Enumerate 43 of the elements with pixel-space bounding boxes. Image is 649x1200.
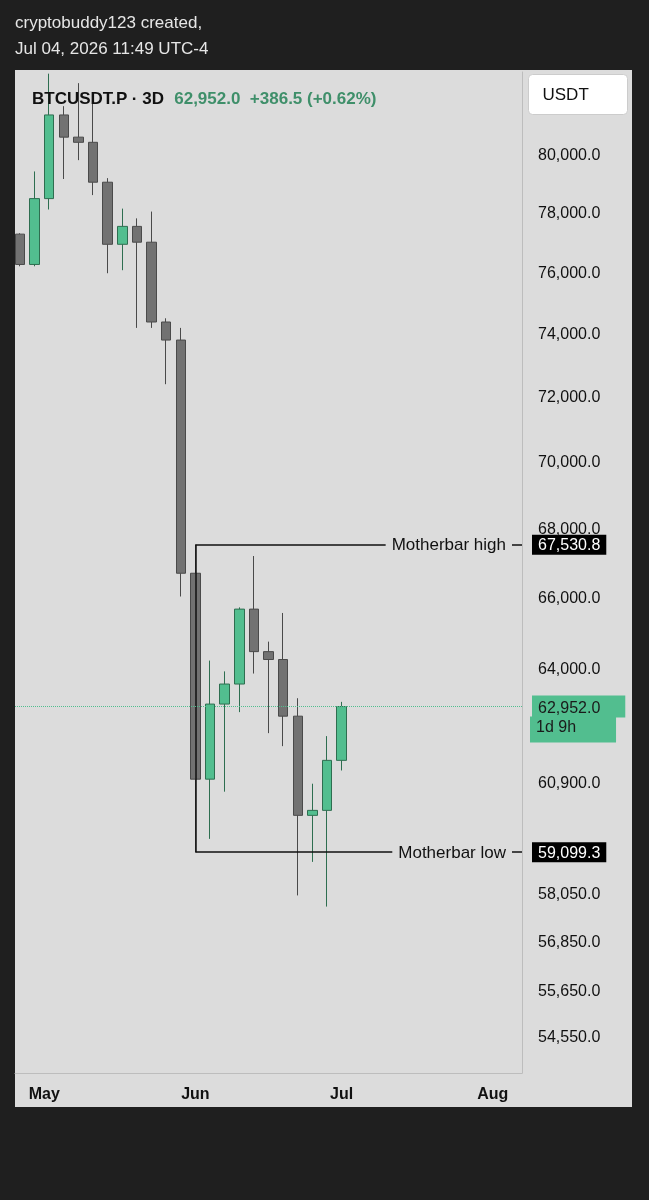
- text: Jul 04, 2026 11:49 UTC-4: [15, 39, 209, 58]
- candlestick: [278, 612, 288, 747]
- candlestick: [146, 211, 157, 329]
- x-tick-label: Jun: [181, 1084, 210, 1102]
- y-tick-label: 72,000.0: [538, 388, 601, 406]
- x-tick-label: Aug: [477, 1084, 509, 1102]
- ref-line-label: 1d 9h: [536, 718, 577, 736]
- y-tick-label: 58,050.0: [538, 884, 601, 902]
- candlestick: [15, 232, 25, 267]
- y-tick-label: 64,000.0: [538, 659, 601, 677]
- text: cryptobuddy123 created,: [15, 13, 203, 32]
- y-tick-label: 67,530.8: [538, 536, 601, 554]
- candlestick: [132, 217, 142, 329]
- candlestick: [117, 208, 128, 271]
- y-tick-label: 70,000.0: [538, 453, 601, 471]
- x-tick-label: May: [28, 1084, 60, 1102]
- candlestick: [322, 735, 332, 908]
- candlestick: [59, 105, 69, 180]
- y-tick-label: 55,650.0: [538, 982, 601, 1000]
- y-tick-label: 62,952.0: [538, 699, 601, 717]
- text: 62,952.0 +386.5 (+0.62%): [174, 88, 377, 108]
- candlestick: [293, 697, 303, 896]
- y-tick-label: 59,099.3: [538, 843, 601, 861]
- candlestick: [161, 317, 171, 385]
- y-tick-label: 68,000.0: [538, 520, 601, 538]
- y-tick-label: 60,900.0: [538, 774, 601, 792]
- y-tick-label: 66,000.0: [538, 589, 601, 607]
- y-tick-label: 78,000.0: [538, 203, 601, 221]
- y-tick-label: 80,000.0: [538, 145, 601, 163]
- y-tick-label: 56,850.0: [538, 933, 601, 951]
- candlestick: [176, 327, 186, 598]
- y-axis-title: USDT: [542, 84, 589, 104]
- candlestick: [249, 555, 259, 675]
- annotation: Motherbar high: [391, 535, 506, 555]
- annotation: Motherbar low: [398, 842, 507, 862]
- candlestick: [263, 641, 274, 734]
- candlestick: [102, 177, 113, 274]
- candlestick: [307, 783, 318, 863]
- y-tick-label: 54,550.0: [538, 1028, 601, 1046]
- y-tick-label: 74,000.0: [538, 325, 601, 343]
- y-tick-label: 76,000.0: [538, 263, 601, 281]
- candlestick: [29, 170, 40, 267]
- x-tick-label: Jul: [330, 1084, 354, 1102]
